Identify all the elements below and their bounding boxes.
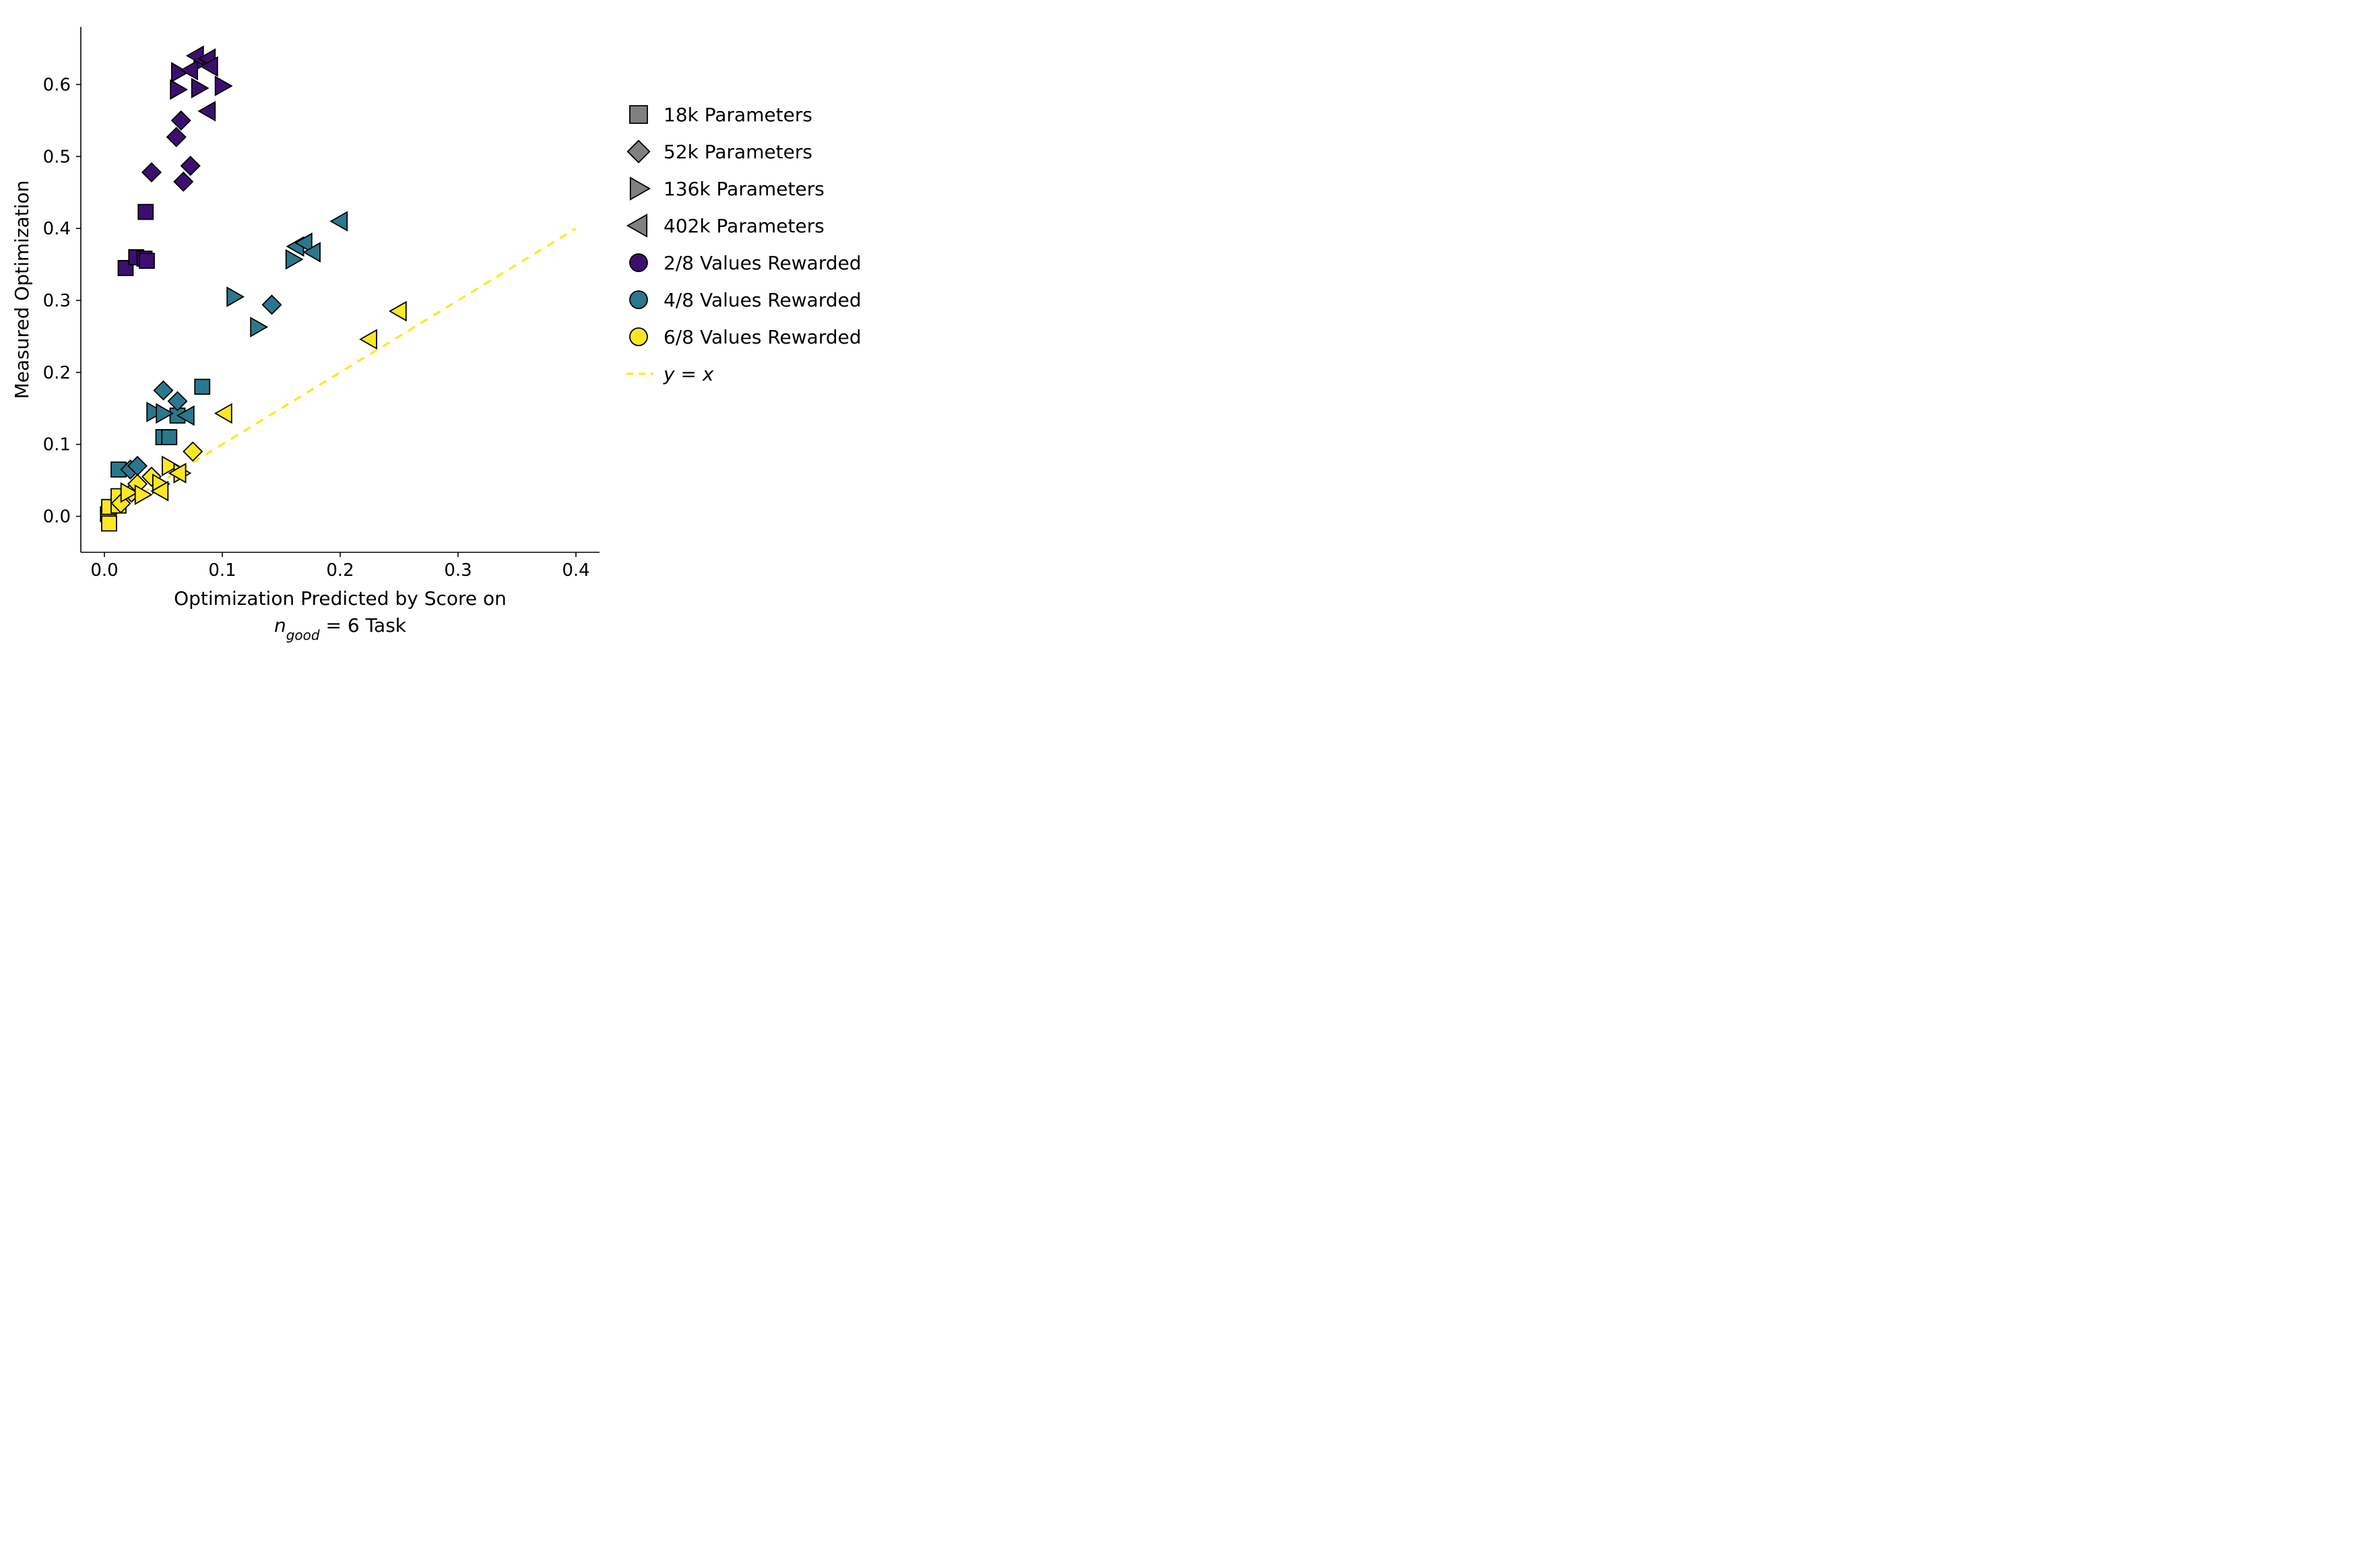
x-tick-label: 0.4 <box>562 560 589 581</box>
x-tick-label: 0.0 <box>90 560 118 581</box>
y-tick-label: 0.0 <box>43 507 71 527</box>
legend-label: 2/8 Values Rewarded <box>664 252 862 274</box>
scatter-chart: 0.0 0.1 0.2 0.3 0.4 0.0 0.1 0.2 0.3 0.4 0.5 0.6 Opti… <box>0 0 1000 665</box>
y-axis-label: Measured Optimization <box>11 181 33 399</box>
y-tick-label: 0.5 <box>43 147 71 167</box>
x-axis-label-line2: ngood = 6 Task <box>274 614 407 643</box>
legend-label: 52k Parameters <box>664 141 812 163</box>
x-tick-label: 0.2 <box>326 560 354 581</box>
legend-label: 4/8 Values Rewarded <box>664 289 862 311</box>
y-tick-label: 0.4 <box>43 219 71 239</box>
y-tick-label: 0.2 <box>43 363 71 383</box>
legend-label: y = x <box>663 363 714 385</box>
legend-label: 136k Parameters <box>664 178 825 200</box>
y-tick-label: 0.1 <box>43 435 71 455</box>
legend-label: 402k Parameters <box>664 215 825 237</box>
legend-label: 6/8 Values Rewarded <box>664 326 862 348</box>
legend: 18k Parameters 52k Parameters 136k Paramet… <box>626 104 862 385</box>
x-axis-label-line1: Optimization Predicted by Score on <box>174 587 507 610</box>
y-tick-label: 0.3 <box>43 291 71 311</box>
legend-label: 18k Parameters <box>664 104 812 126</box>
y-tick-label: 0.6 <box>43 75 71 95</box>
x-tick-label: 0.3 <box>444 560 472 581</box>
x-tick-label: 0.1 <box>208 560 236 581</box>
chart-svg: 0.0 0.1 0.2 0.3 0.4 0.0 0.1 0.2 0.3 0.4 0.5 0.6 Opti… <box>0 0 1000 665</box>
